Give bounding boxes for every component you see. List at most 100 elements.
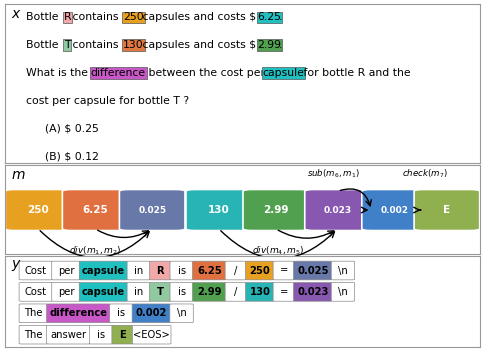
FancyBboxPatch shape — [127, 261, 150, 280]
FancyBboxPatch shape — [79, 261, 128, 280]
FancyBboxPatch shape — [272, 261, 294, 280]
Text: (B) $ 0.12: (B) $ 0.12 — [45, 152, 99, 162]
Text: Cost: Cost — [25, 287, 47, 297]
Text: difference: difference — [49, 308, 107, 318]
Text: 250: 250 — [249, 266, 270, 275]
Text: \n: \n — [337, 287, 347, 297]
FancyBboxPatch shape — [132, 304, 170, 323]
Text: is: is — [97, 330, 105, 340]
Text: The: The — [24, 308, 43, 318]
Text: contains: contains — [69, 40, 122, 50]
Text: /: / — [234, 266, 237, 275]
Text: cost per capsule for bottle T ?: cost per capsule for bottle T ? — [26, 96, 189, 106]
Text: 130: 130 — [249, 287, 270, 297]
FancyBboxPatch shape — [272, 282, 294, 301]
Text: (C) $ 0.05: (C) $ 0.05 — [45, 180, 99, 189]
Text: 6.25: 6.25 — [197, 266, 221, 275]
FancyBboxPatch shape — [19, 282, 53, 301]
Text: 0.023: 0.023 — [297, 287, 328, 297]
Text: 0.002: 0.002 — [136, 308, 167, 318]
Text: in: in — [134, 287, 143, 297]
FancyBboxPatch shape — [245, 282, 273, 301]
FancyBboxPatch shape — [79, 282, 128, 301]
FancyBboxPatch shape — [19, 261, 53, 280]
FancyBboxPatch shape — [225, 282, 246, 301]
Text: E: E — [119, 330, 126, 340]
Text: =: = — [279, 266, 287, 275]
Text: 0.025: 0.025 — [138, 205, 166, 215]
FancyBboxPatch shape — [293, 282, 332, 301]
Text: for bottle R and the: for bottle R and the — [300, 68, 410, 78]
FancyBboxPatch shape — [46, 326, 90, 344]
FancyBboxPatch shape — [19, 304, 47, 323]
FancyBboxPatch shape — [169, 304, 193, 323]
FancyBboxPatch shape — [5, 189, 71, 231]
FancyBboxPatch shape — [192, 282, 226, 301]
Text: 0.025: 0.025 — [297, 266, 328, 275]
Text: <EOS>: <EOS> — [133, 330, 170, 340]
Text: is: is — [117, 308, 125, 318]
Text: \n: \n — [176, 308, 186, 318]
FancyBboxPatch shape — [149, 282, 171, 301]
Text: T: T — [64, 40, 70, 50]
FancyBboxPatch shape — [170, 282, 193, 301]
Text: $\mathit{sub}(m_6,m_1)$: $\mathit{sub}(m_6,m_1)$ — [306, 167, 359, 180]
FancyBboxPatch shape — [52, 261, 80, 280]
Text: contains: contains — [69, 12, 122, 22]
FancyBboxPatch shape — [19, 326, 47, 344]
Text: capsules and costs $: capsules and costs $ — [139, 40, 259, 50]
Text: (E) $ 0.002: (E) $ 0.002 — [45, 235, 106, 245]
Text: 2.99: 2.99 — [262, 205, 288, 215]
Text: =: = — [279, 287, 287, 297]
FancyBboxPatch shape — [331, 282, 354, 301]
Text: $m$: $m$ — [11, 168, 25, 182]
Text: $\mathit{div}(m_1,m_2)$: $\mathit{div}(m_1,m_2)$ — [69, 245, 121, 257]
Text: \n: \n — [337, 266, 347, 275]
Text: per: per — [58, 287, 74, 297]
Text: Bottle: Bottle — [26, 40, 62, 50]
FancyBboxPatch shape — [293, 261, 332, 280]
FancyBboxPatch shape — [242, 189, 308, 231]
Text: 250: 250 — [123, 12, 143, 22]
FancyBboxPatch shape — [304, 189, 370, 231]
FancyBboxPatch shape — [89, 326, 113, 344]
FancyBboxPatch shape — [132, 326, 171, 344]
Text: per: per — [58, 266, 74, 275]
FancyBboxPatch shape — [331, 261, 354, 280]
FancyBboxPatch shape — [109, 304, 133, 323]
Text: E: E — [442, 205, 450, 215]
Text: $\mathit{div}(m_4,m_5)$: $\mathit{div}(m_4,m_5)$ — [251, 245, 304, 257]
Text: in: in — [134, 266, 143, 275]
Text: 130: 130 — [208, 205, 229, 215]
Text: .: . — [278, 40, 282, 50]
Text: $x$: $x$ — [11, 7, 21, 21]
FancyBboxPatch shape — [225, 261, 246, 280]
Text: capsule: capsule — [82, 287, 125, 297]
FancyBboxPatch shape — [52, 282, 80, 301]
Text: 2.99: 2.99 — [257, 40, 281, 50]
Text: 6.25: 6.25 — [82, 205, 108, 215]
Text: between the cost per: between the cost per — [144, 68, 268, 78]
Text: answer: answer — [50, 330, 86, 340]
Text: The: The — [24, 330, 43, 340]
Text: capsules and costs $: capsules and costs $ — [139, 12, 259, 22]
Text: is: is — [177, 266, 185, 275]
Text: T: T — [156, 287, 164, 297]
Text: 130: 130 — [123, 40, 143, 50]
Text: 0.002: 0.002 — [380, 205, 408, 215]
FancyBboxPatch shape — [185, 189, 251, 231]
Text: R: R — [64, 12, 71, 22]
Text: Bottle: Bottle — [26, 12, 62, 22]
FancyBboxPatch shape — [361, 189, 426, 231]
Text: (A) $ 0.25: (A) $ 0.25 — [45, 124, 99, 134]
FancyBboxPatch shape — [245, 261, 273, 280]
Text: /: / — [234, 287, 237, 297]
Text: What is the: What is the — [26, 68, 91, 78]
Text: capsule: capsule — [262, 68, 304, 78]
Text: 2.99: 2.99 — [197, 287, 221, 297]
Text: $y$: $y$ — [11, 258, 21, 273]
FancyBboxPatch shape — [192, 261, 226, 280]
Text: 6.25: 6.25 — [257, 12, 281, 22]
FancyBboxPatch shape — [170, 261, 193, 280]
FancyBboxPatch shape — [119, 189, 184, 231]
